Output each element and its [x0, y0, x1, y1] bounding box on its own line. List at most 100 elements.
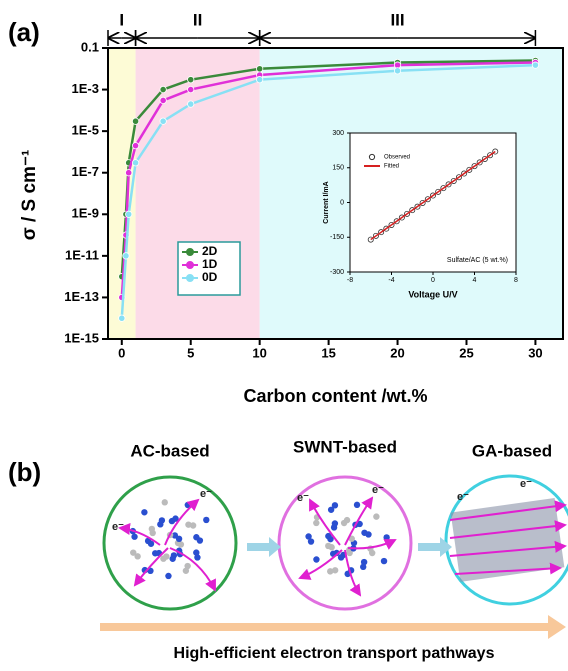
atom: [307, 538, 315, 545]
data-point: [383, 225, 390, 232]
data-point: [429, 192, 436, 199]
atom: [337, 554, 345, 561]
x-tick-label: 30: [528, 345, 542, 360]
data-point: [131, 117, 140, 125]
data-point: [393, 67, 402, 75]
x-axis-label: Voltage U/V: [408, 289, 457, 299]
atom: [189, 522, 197, 529]
atom: [144, 537, 152, 545]
y-tick-label: 1E-15: [64, 330, 99, 345]
legend-marker: [186, 261, 194, 269]
data-point: [492, 148, 499, 155]
flow-arrow: [247, 537, 281, 557]
y-tick-label: 1E-9: [72, 206, 99, 221]
atom: [161, 499, 168, 506]
atom: [172, 515, 179, 522]
ac-circle: [102, 475, 238, 611]
data-point: [378, 229, 385, 236]
diagram-label: AC-based: [130, 441, 209, 460]
atom: [327, 506, 335, 513]
data-point: [461, 170, 468, 177]
data-point: [159, 96, 167, 105]
plot-frame: [107, 47, 564, 340]
atom: [346, 549, 353, 557]
data-point: [455, 174, 462, 181]
y-tick-label: 0.1: [81, 39, 99, 54]
legend-marker: [186, 274, 194, 282]
x-axis-label: Carbon content /wt.%: [244, 386, 428, 406]
x-tick-label: 25: [459, 345, 473, 360]
legend-label: 1D: [202, 257, 218, 271]
atom: [182, 567, 190, 574]
flow-arrow: [418, 537, 452, 557]
atom: [158, 517, 166, 524]
data-point: [481, 155, 488, 162]
atom: [193, 549, 200, 556]
atom: [360, 558, 368, 566]
data-point: [404, 210, 411, 217]
y-tick-label: 150: [332, 165, 344, 172]
data-point: [424, 196, 431, 203]
atom: [194, 554, 201, 561]
atom: [348, 535, 355, 542]
data-point: [367, 236, 374, 243]
data-point: [409, 207, 416, 214]
diagram: AC-based SWNT-based GA-based e⁻ e⁻ e⁻ e⁻…: [100, 437, 568, 662]
atom: [327, 568, 334, 575]
atom: [160, 555, 167, 562]
data-point: [131, 142, 140, 150]
data-point: [131, 159, 140, 167]
data-point: [125, 169, 133, 177]
electron-label: e⁻: [200, 488, 212, 500]
atom: [152, 550, 159, 557]
atom: [130, 549, 137, 556]
data-point: [118, 314, 126, 322]
atom: [325, 532, 332, 540]
data-point: [466, 166, 473, 173]
data-point: [398, 214, 405, 221]
data-point: [187, 76, 195, 84]
region-label: III: [390, 10, 404, 29]
data-point: [256, 76, 264, 84]
panel-label: (a): [8, 17, 40, 47]
data-point: [393, 218, 400, 225]
data-point: [187, 85, 195, 94]
atom: [380, 557, 388, 565]
region-label: II: [193, 10, 202, 29]
diagram-caption: High-efficient electron transport pathwa…: [174, 645, 495, 662]
atom: [343, 516, 351, 524]
data-point: [159, 117, 167, 125]
data-point: [159, 85, 167, 94]
atom: [331, 567, 339, 574]
electron-paths: [118, 496, 567, 597]
atom: [196, 537, 204, 544]
panel-label: (b): [8, 457, 41, 487]
y-axis-label: σ / S cm⁻¹: [19, 150, 40, 241]
atom: [313, 556, 320, 563]
electron-label: e⁻: [457, 491, 469, 503]
atom: [331, 520, 339, 527]
data-point: [435, 188, 442, 195]
data-point: [531, 61, 540, 69]
electron-label: e⁻: [112, 521, 124, 533]
x-tick-label: -4: [388, 277, 394, 284]
y-tick-label: 1E-11: [65, 247, 99, 262]
legend-label: 0D: [202, 270, 218, 284]
atom: [360, 563, 367, 571]
x-tick-label: 15: [321, 345, 335, 360]
x-tick-label: -8: [347, 277, 353, 284]
data-point: [256, 65, 264, 73]
data-point: [419, 199, 426, 206]
electron-label: e⁻: [520, 478, 532, 490]
legend-label: Observed: [384, 155, 410, 161]
x-tick-label: 20: [390, 345, 404, 360]
atom: [165, 572, 172, 580]
region-label: I: [119, 10, 124, 29]
data-point: [445, 181, 452, 188]
graphene-stack: [450, 497, 565, 582]
y-tick-label: -150: [330, 234, 344, 241]
atom: [169, 555, 176, 562]
atom: [313, 519, 320, 527]
data-point: [471, 163, 478, 170]
atom: [383, 534, 390, 541]
